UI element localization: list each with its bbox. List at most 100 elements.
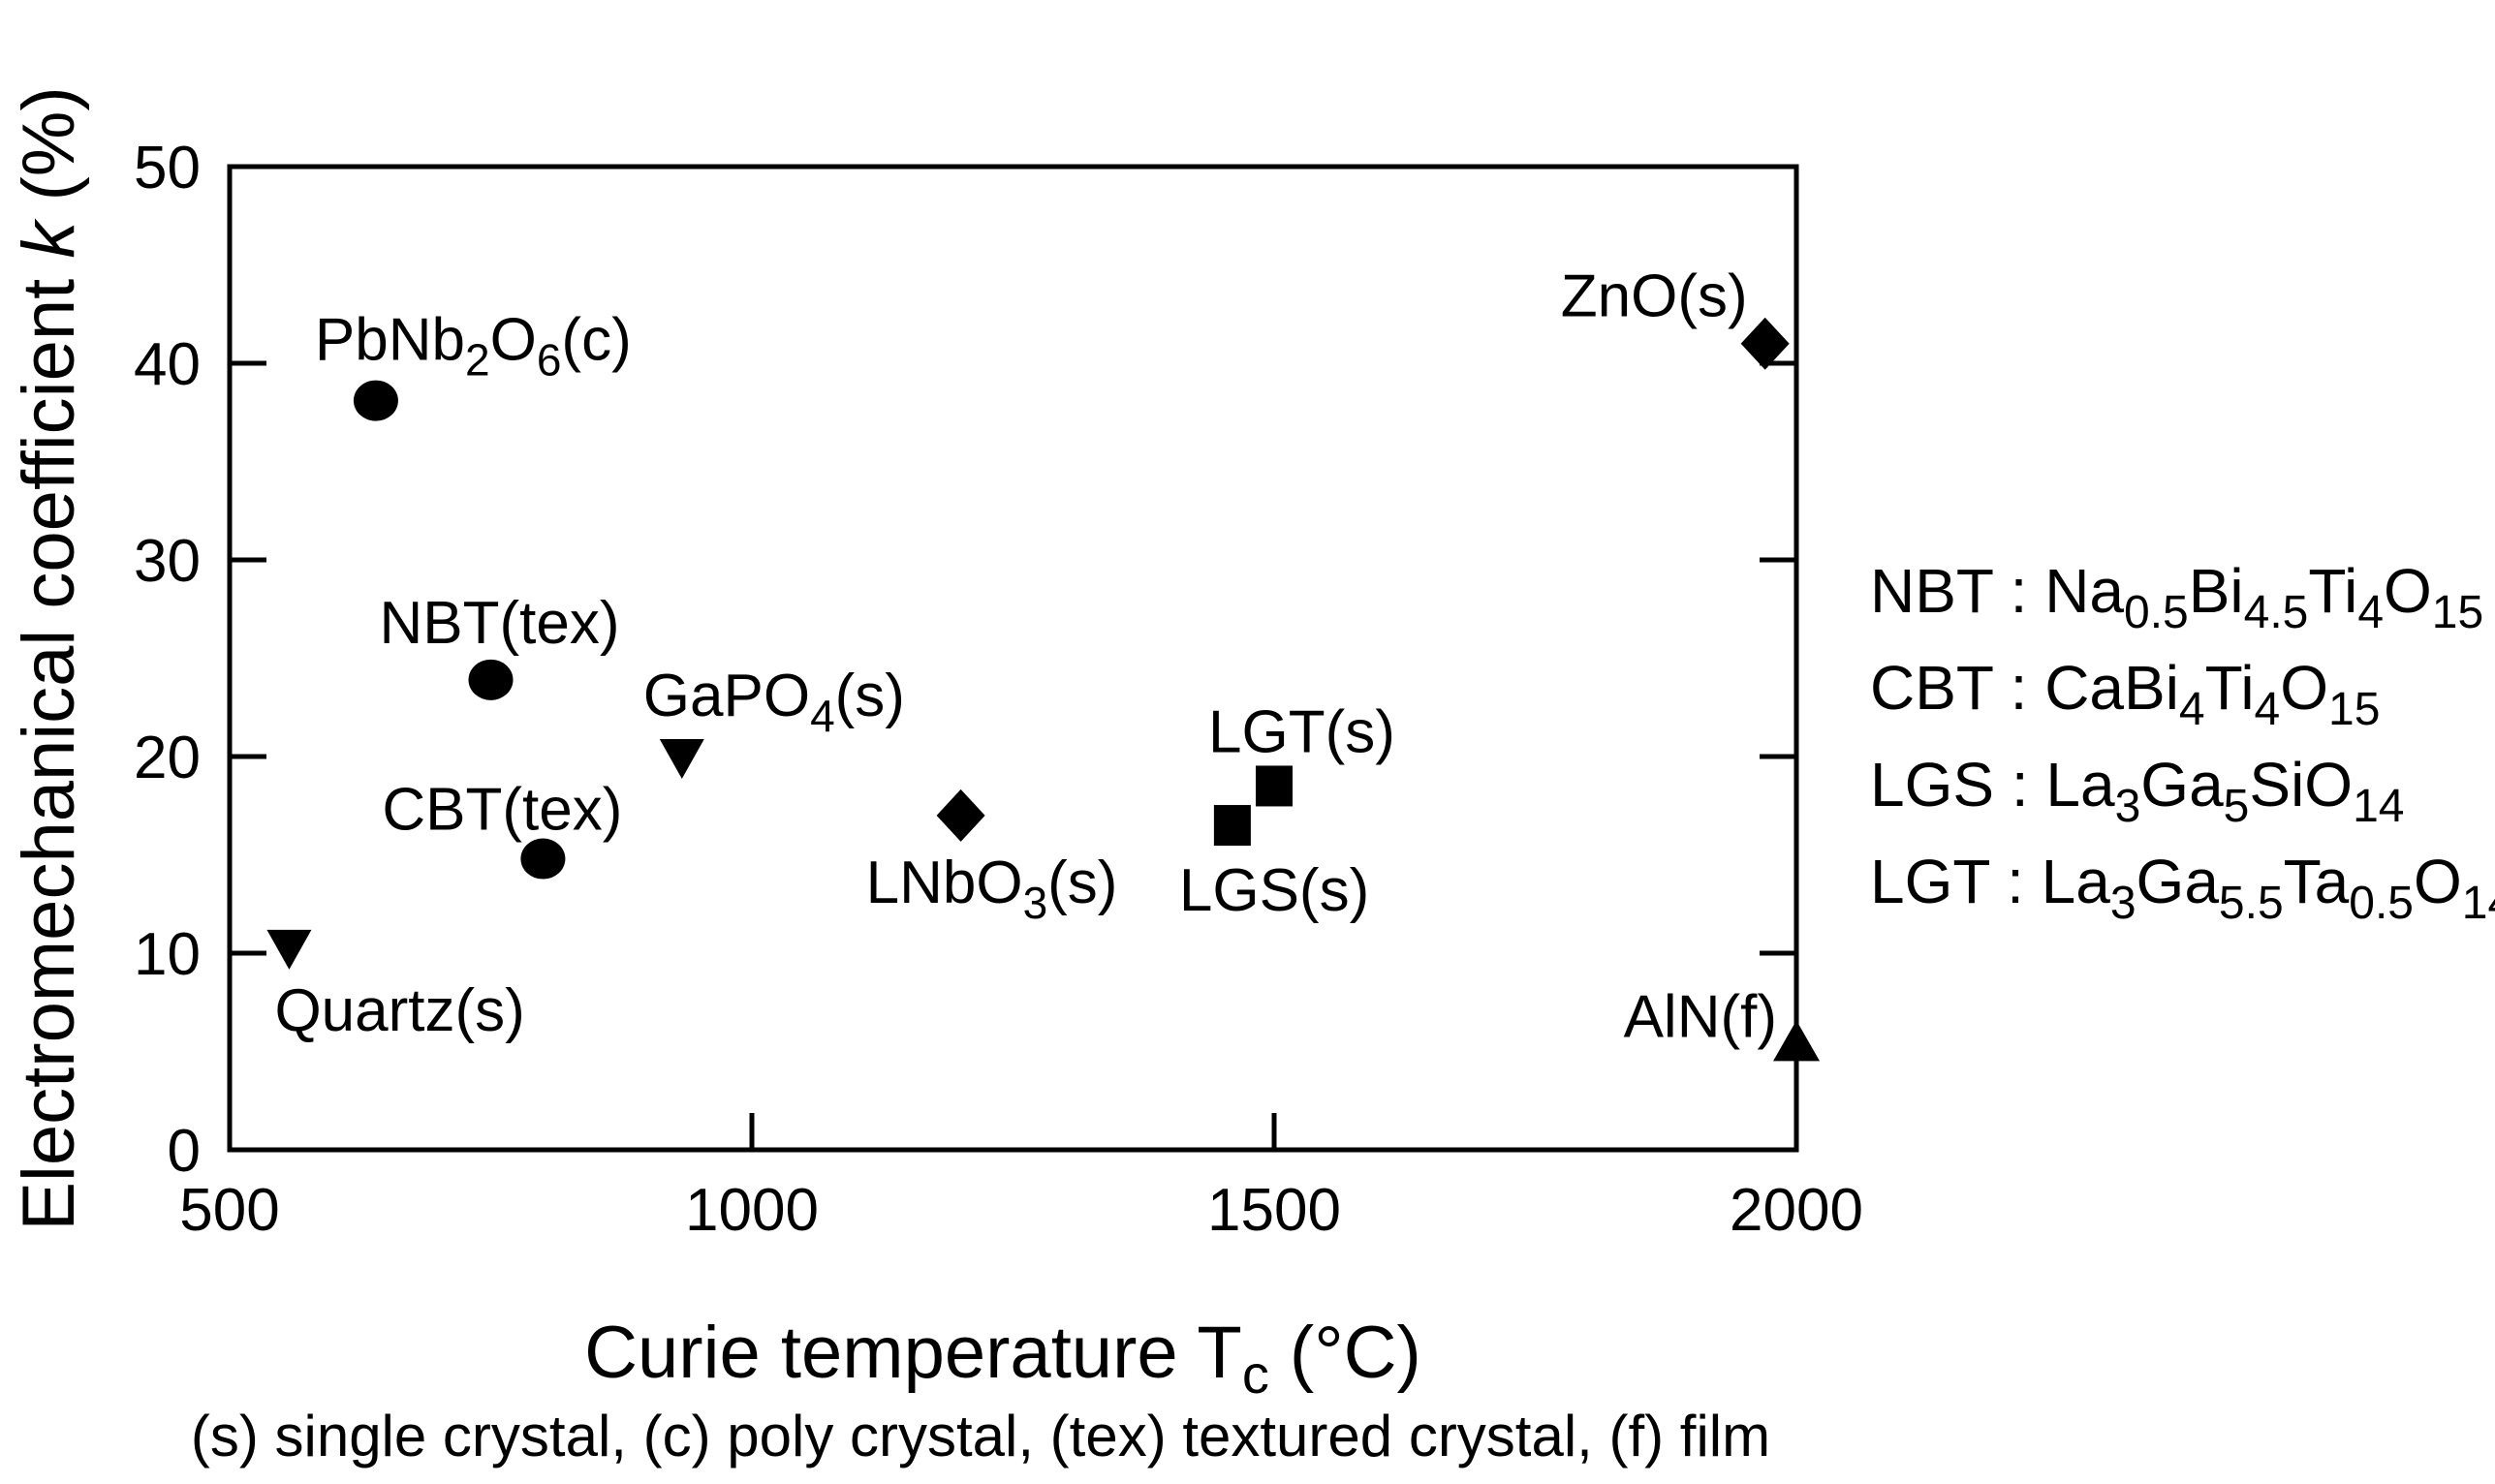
- crystal-type-note: (s) single crystal, (c) poly crystal, (t…: [191, 1404, 1770, 1469]
- legend-row-cbt: CBT : CaBi4Ti4O15: [1870, 653, 2380, 735]
- axis-ticks: [227, 164, 1799, 1153]
- point-zno-s: [1740, 317, 1790, 370]
- point-lnbo3-s: [936, 788, 985, 842]
- label-quartz-s: Quartz(s): [274, 977, 524, 1044]
- legend-formula-nbt-part-4: Ti: [2308, 556, 2357, 626]
- x-axis-title-tail: (°C): [1269, 1312, 1421, 1394]
- label-nbt-tex-part-0: NBT(tex): [380, 590, 620, 657]
- x-tick-label-1000: 1000: [685, 1177, 819, 1244]
- x-axis-title: Curie temperature Tc (°C): [584, 1312, 1421, 1405]
- label-pbnb2o6-c: PbNb2O6(c): [315, 307, 632, 386]
- legend-formula-nbt-part-5: 4: [2357, 587, 2384, 638]
- label-gapo4-s-part-1: 4: [810, 691, 835, 741]
- legend-abbr-lgt: LGT: [1870, 847, 1989, 916]
- legend-separator: :: [1993, 556, 2044, 626]
- legend-formula-lgs-part-0: La: [2045, 750, 2115, 819]
- legend-formula-cbt-part-3: 4: [2255, 684, 2281, 735]
- legend-abbr-cbt: CBT: [1870, 653, 1993, 723]
- legend-formula-nbt-part-7: 15: [2432, 587, 2483, 638]
- label-lgs-s: LGS(s): [1179, 857, 1369, 924]
- label-aln-f: AlN(f): [1624, 983, 1777, 1050]
- label-lgs-s-part-0: LGS(s): [1179, 857, 1369, 924]
- label-cbt-tex: CBT(tex): [382, 777, 622, 844]
- legend-formula-lgs-part-5: 14: [2353, 781, 2404, 832]
- label-quartz-s-part-0: Quartz(s): [274, 977, 524, 1044]
- label-pbnb2o6-c-part-3: 6: [537, 335, 562, 386]
- legend-formula-lgt-part-4: Ta: [2284, 847, 2350, 916]
- point-pbnb2o6-c: [353, 380, 398, 421]
- y-axis-title: Electromechanical coefficient k (%): [8, 86, 90, 1230]
- plot-frame: [227, 164, 1799, 1153]
- label-gapo4-s-part-0: GaPO: [643, 663, 810, 729]
- legend-formula-cbt-part-2: Ti: [2205, 653, 2255, 723]
- legend-formula-lgs-part-4: SiO: [2249, 750, 2353, 819]
- y-tick-label-30: 30: [134, 528, 201, 595]
- label-cbt-tex-part-0: CBT(tex): [382, 777, 622, 844]
- y-tick-label-20: 20: [134, 725, 201, 791]
- legend-formula-lgt-part-0: La: [2042, 847, 2111, 916]
- y-tick-label-10: 10: [134, 921, 201, 988]
- label-lnbo3-s: LNbO3(s): [866, 850, 1118, 928]
- legend-formula-nbt-part-2: Bi: [2189, 556, 2244, 626]
- legend-formula-lgs-part-3: 5: [2224, 781, 2250, 832]
- legend-formula-lgs-part-2: Ga: [2140, 750, 2224, 819]
- data-points: [266, 317, 1820, 1062]
- legend-formula-cbt-part-4: O: [2280, 653, 2328, 723]
- legend-row-lgs: LGS : La3Ga5SiO14: [1870, 750, 2404, 832]
- legend-separator: :: [1989, 847, 2041, 916]
- point-aln-f: [1773, 1020, 1820, 1062]
- legend-formula-lgt-part-7: 14: [2462, 878, 2495, 929]
- legend-formula-lgt-part-1: 3: [2110, 878, 2136, 929]
- y-axis-title-italic: k: [8, 218, 90, 259]
- legend-formula-cbt-part-0: CaBi: [2044, 653, 2179, 723]
- y-axis-title-main: Electromechanical coefficient: [8, 259, 90, 1231]
- label-zno-s-part-0: ZnO(s): [1561, 263, 1748, 330]
- legend-separator: :: [1994, 750, 2045, 819]
- y-tick-label-40: 40: [134, 331, 201, 398]
- x-axis-title-sub: c: [1242, 1344, 1269, 1405]
- x-tick-label-1500: 1500: [1207, 1177, 1341, 1244]
- label-pbnb2o6-c-part-0: PbNb: [315, 307, 465, 374]
- point-lgs-s: [1213, 805, 1251, 847]
- y-tick-label-50: 50: [134, 135, 201, 201]
- y-tick-label-0: 0: [168, 1118, 201, 1185]
- x-tick-label-500: 500: [179, 1177, 279, 1244]
- x-tick-label-2000: 2000: [1730, 1177, 1863, 1244]
- legend-formula-cbt-part-1: 4: [2179, 684, 2205, 735]
- label-gapo4-s-part-2: (s): [835, 663, 905, 729]
- legend-formula-cbt-part-5: 15: [2328, 684, 2380, 735]
- label-lnbo3-s-part-2: (s): [1047, 850, 1117, 916]
- point-cbt-tex: [520, 838, 566, 880]
- point-lgt-s: [1256, 765, 1293, 807]
- label-pbnb2o6-c-part-2: O: [490, 307, 537, 374]
- x-axis-title-main: Curie temperature T: [584, 1312, 1242, 1394]
- y-tick-labels: 0 10 20 30 40 50: [134, 135, 201, 1185]
- legend-formula-lgs-part-1: 3: [2115, 781, 2141, 832]
- point-gapo4-s: [659, 739, 704, 779]
- legend-separator: :: [1993, 653, 2044, 723]
- label-lgt-s: LGT(s): [1208, 698, 1395, 765]
- legend-formula-lgt-part-5: 0.5: [2349, 878, 2414, 929]
- label-pbnb2o6-c-part-4: (c): [561, 307, 631, 374]
- point-nbt-tex: [468, 659, 514, 700]
- legend-row-lgt: LGT : La3Ga5.5Ta0.5O14: [1870, 847, 2495, 929]
- legend-formula-nbt-part-3: 4.5: [2244, 587, 2309, 638]
- legend-abbr-nbt: NBT: [1870, 556, 1993, 626]
- label-nbt-tex: NBT(tex): [380, 590, 620, 657]
- label-gapo4-s: GaPO4(s): [643, 663, 905, 741]
- label-lgt-s-part-0: LGT(s): [1208, 698, 1395, 765]
- point-labels: Quartz(s) PbNb2O6(c) NBT(tex) CBT(tex) GaPO4…: [274, 263, 1777, 1051]
- point-quartz-s: [266, 929, 312, 970]
- legend-formula-lgt-part-3: 5.5: [2219, 878, 2284, 929]
- label-pbnb2o6-c-part-1: 2: [465, 335, 490, 386]
- label-zno-s: ZnO(s): [1561, 263, 1748, 330]
- legend-abbr-lgs: LGS: [1870, 750, 1994, 819]
- legend-formula-lgt-part-2: Ga: [2136, 847, 2220, 916]
- legend-row-nbt: NBT : Na0.5Bi4.5Ti4O15: [1870, 556, 2483, 638]
- legend-formula-nbt-part-0: Na: [2044, 556, 2124, 626]
- label-aln-f-part-0: AlN(f): [1624, 983, 1777, 1050]
- legend-formula-nbt-part-6: O: [2384, 556, 2432, 626]
- y-axis-title-tail: (%): [8, 86, 90, 221]
- legend-formula-nbt-part-1: 0.5: [2124, 587, 2189, 638]
